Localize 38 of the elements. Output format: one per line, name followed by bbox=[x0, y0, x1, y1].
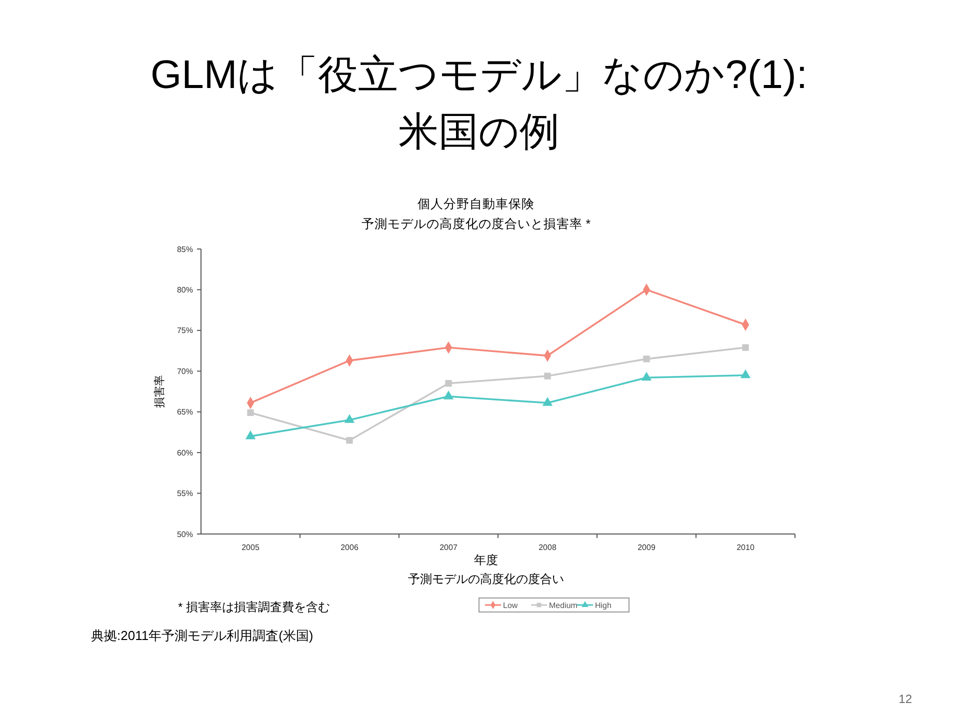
chart-subtitle: 個人分野自動車保険 bbox=[418, 197, 534, 211]
point bbox=[542, 397, 553, 406]
text: * 損害率は損害調査費を含む bbox=[178, 600, 330, 614]
legend-label: Low bbox=[503, 600, 518, 610]
point bbox=[445, 380, 452, 387]
y-tick-label: 80% bbox=[176, 286, 193, 295]
y-tick-label: 70% bbox=[176, 366, 193, 376]
y-tick-label: 50% bbox=[176, 530, 193, 539]
point bbox=[443, 390, 454, 400]
y-tick-label: 55% bbox=[176, 489, 193, 498]
point bbox=[643, 356, 650, 362]
point bbox=[742, 344, 749, 351]
point bbox=[247, 409, 254, 416]
x-tick-label: 2007 bbox=[440, 543, 458, 552]
y-tick-label: 75% bbox=[176, 326, 193, 336]
x-axis-title: 年度 bbox=[474, 553, 498, 567]
legend-label: Medium bbox=[549, 600, 578, 610]
point bbox=[344, 414, 355, 423]
text: 予測モデルの高度化の度合いと損害率 * bbox=[361, 216, 591, 231]
x-tick-label: 2005 bbox=[242, 543, 260, 552]
y-tick-label: 60% bbox=[176, 448, 193, 458]
text: 典拠:2011年予測モデル利用調査(米国) bbox=[91, 628, 314, 643]
x-tick-label: 2009 bbox=[638, 543, 656, 552]
legend-label: High bbox=[595, 600, 612, 610]
legend-title: 予測モデルの高度化の度合い bbox=[408, 572, 564, 586]
x-tick-label: 2006 bbox=[340, 543, 359, 552]
x-tick-label: 2008 bbox=[538, 543, 557, 552]
point bbox=[641, 372, 652, 381]
x-tick-label: 2010 bbox=[736, 543, 755, 552]
y-tick-label: 85% bbox=[176, 244, 193, 254]
y-tick-label: 65% bbox=[176, 408, 193, 417]
point bbox=[245, 430, 256, 440]
point bbox=[740, 369, 751, 378]
point bbox=[346, 437, 353, 444]
chart-title: GLMは「役立つモデル」なのか?(1): 米国の例 bbox=[150, 53, 808, 154]
y-axis-title: 損害率 bbox=[153, 375, 166, 408]
text: 12 bbox=[898, 692, 912, 706]
point bbox=[544, 372, 551, 380]
